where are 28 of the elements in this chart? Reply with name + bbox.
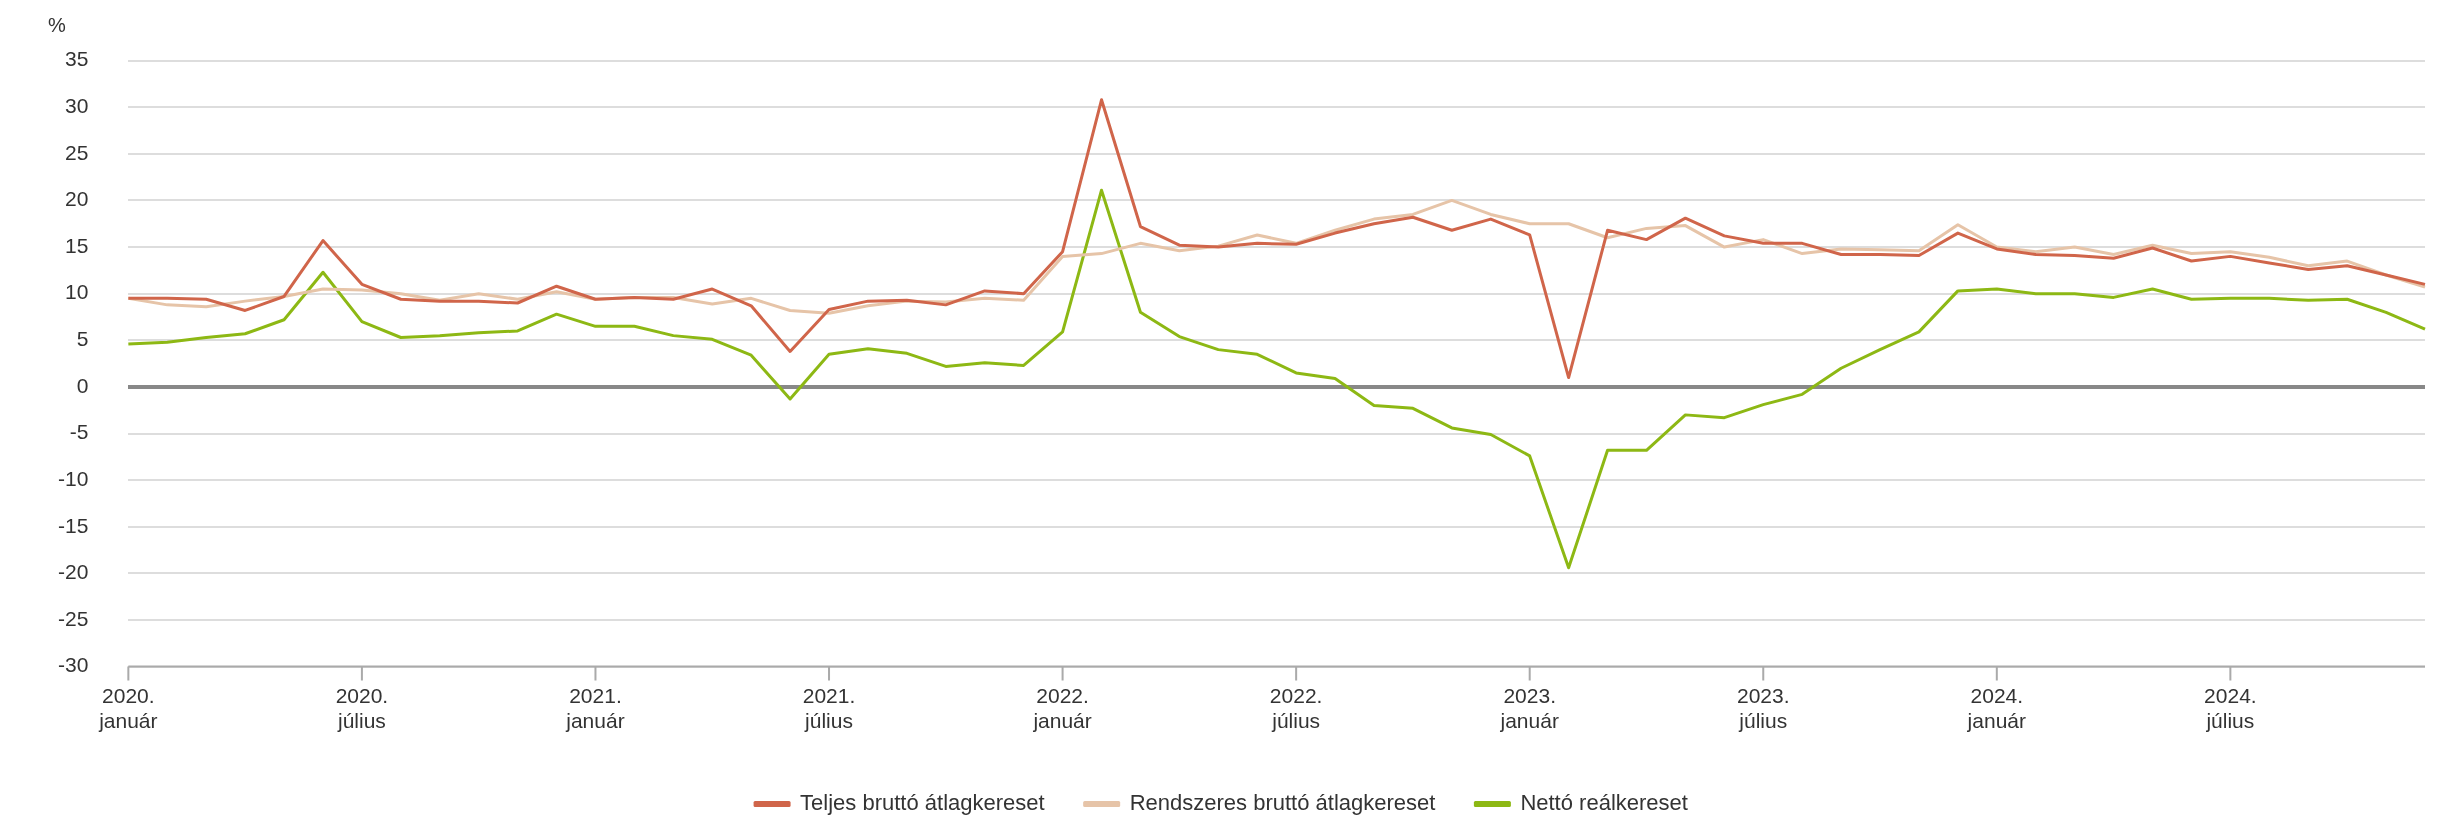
y-tick-label: 10 xyxy=(64,280,89,304)
y-tick-label: -25 xyxy=(57,606,89,630)
x-tick-label: 2024. január xyxy=(1966,684,2027,733)
y-tick-label: -5 xyxy=(69,420,89,444)
x-tick-label: 2024. július xyxy=(2204,684,2257,733)
y-tick-label: -20 xyxy=(57,560,89,584)
x-tick-label: 2020. július xyxy=(335,684,389,733)
y-tick-label: -10 xyxy=(57,466,89,490)
x-tick-label: 2022. január xyxy=(1032,684,1092,733)
x-tick-label: 2021. január xyxy=(565,684,625,733)
y-tick-label: -15 xyxy=(57,513,89,537)
x-tick-label: 2020. január xyxy=(98,684,158,733)
x-tick-label: 2023. január xyxy=(1499,684,1559,733)
y-tick-label: 5 xyxy=(76,327,89,351)
y-tick-label: 35 xyxy=(64,47,89,71)
y-tick-label: 0 xyxy=(76,373,89,397)
y-tick-label: -30 xyxy=(57,653,89,677)
legend-label: Nettó reálkereset xyxy=(1520,790,1688,816)
y-tick-label: 20 xyxy=(64,187,89,211)
legend-label: Teljes bruttó átlagkereset xyxy=(800,790,1045,816)
legend-label: Rendszeres bruttó átlagkereset xyxy=(1129,790,1436,816)
x-tick-label: 2023. július xyxy=(1736,684,1790,733)
x-tick-label: 2022. július xyxy=(1269,684,1323,733)
y-tick-label: 25 xyxy=(64,140,89,164)
y-tick-label: 15 xyxy=(64,233,89,257)
y-tick-label: 30 xyxy=(64,94,89,118)
y-axis-title: % xyxy=(48,13,66,36)
x-tick-label: 2021. július xyxy=(802,684,856,733)
